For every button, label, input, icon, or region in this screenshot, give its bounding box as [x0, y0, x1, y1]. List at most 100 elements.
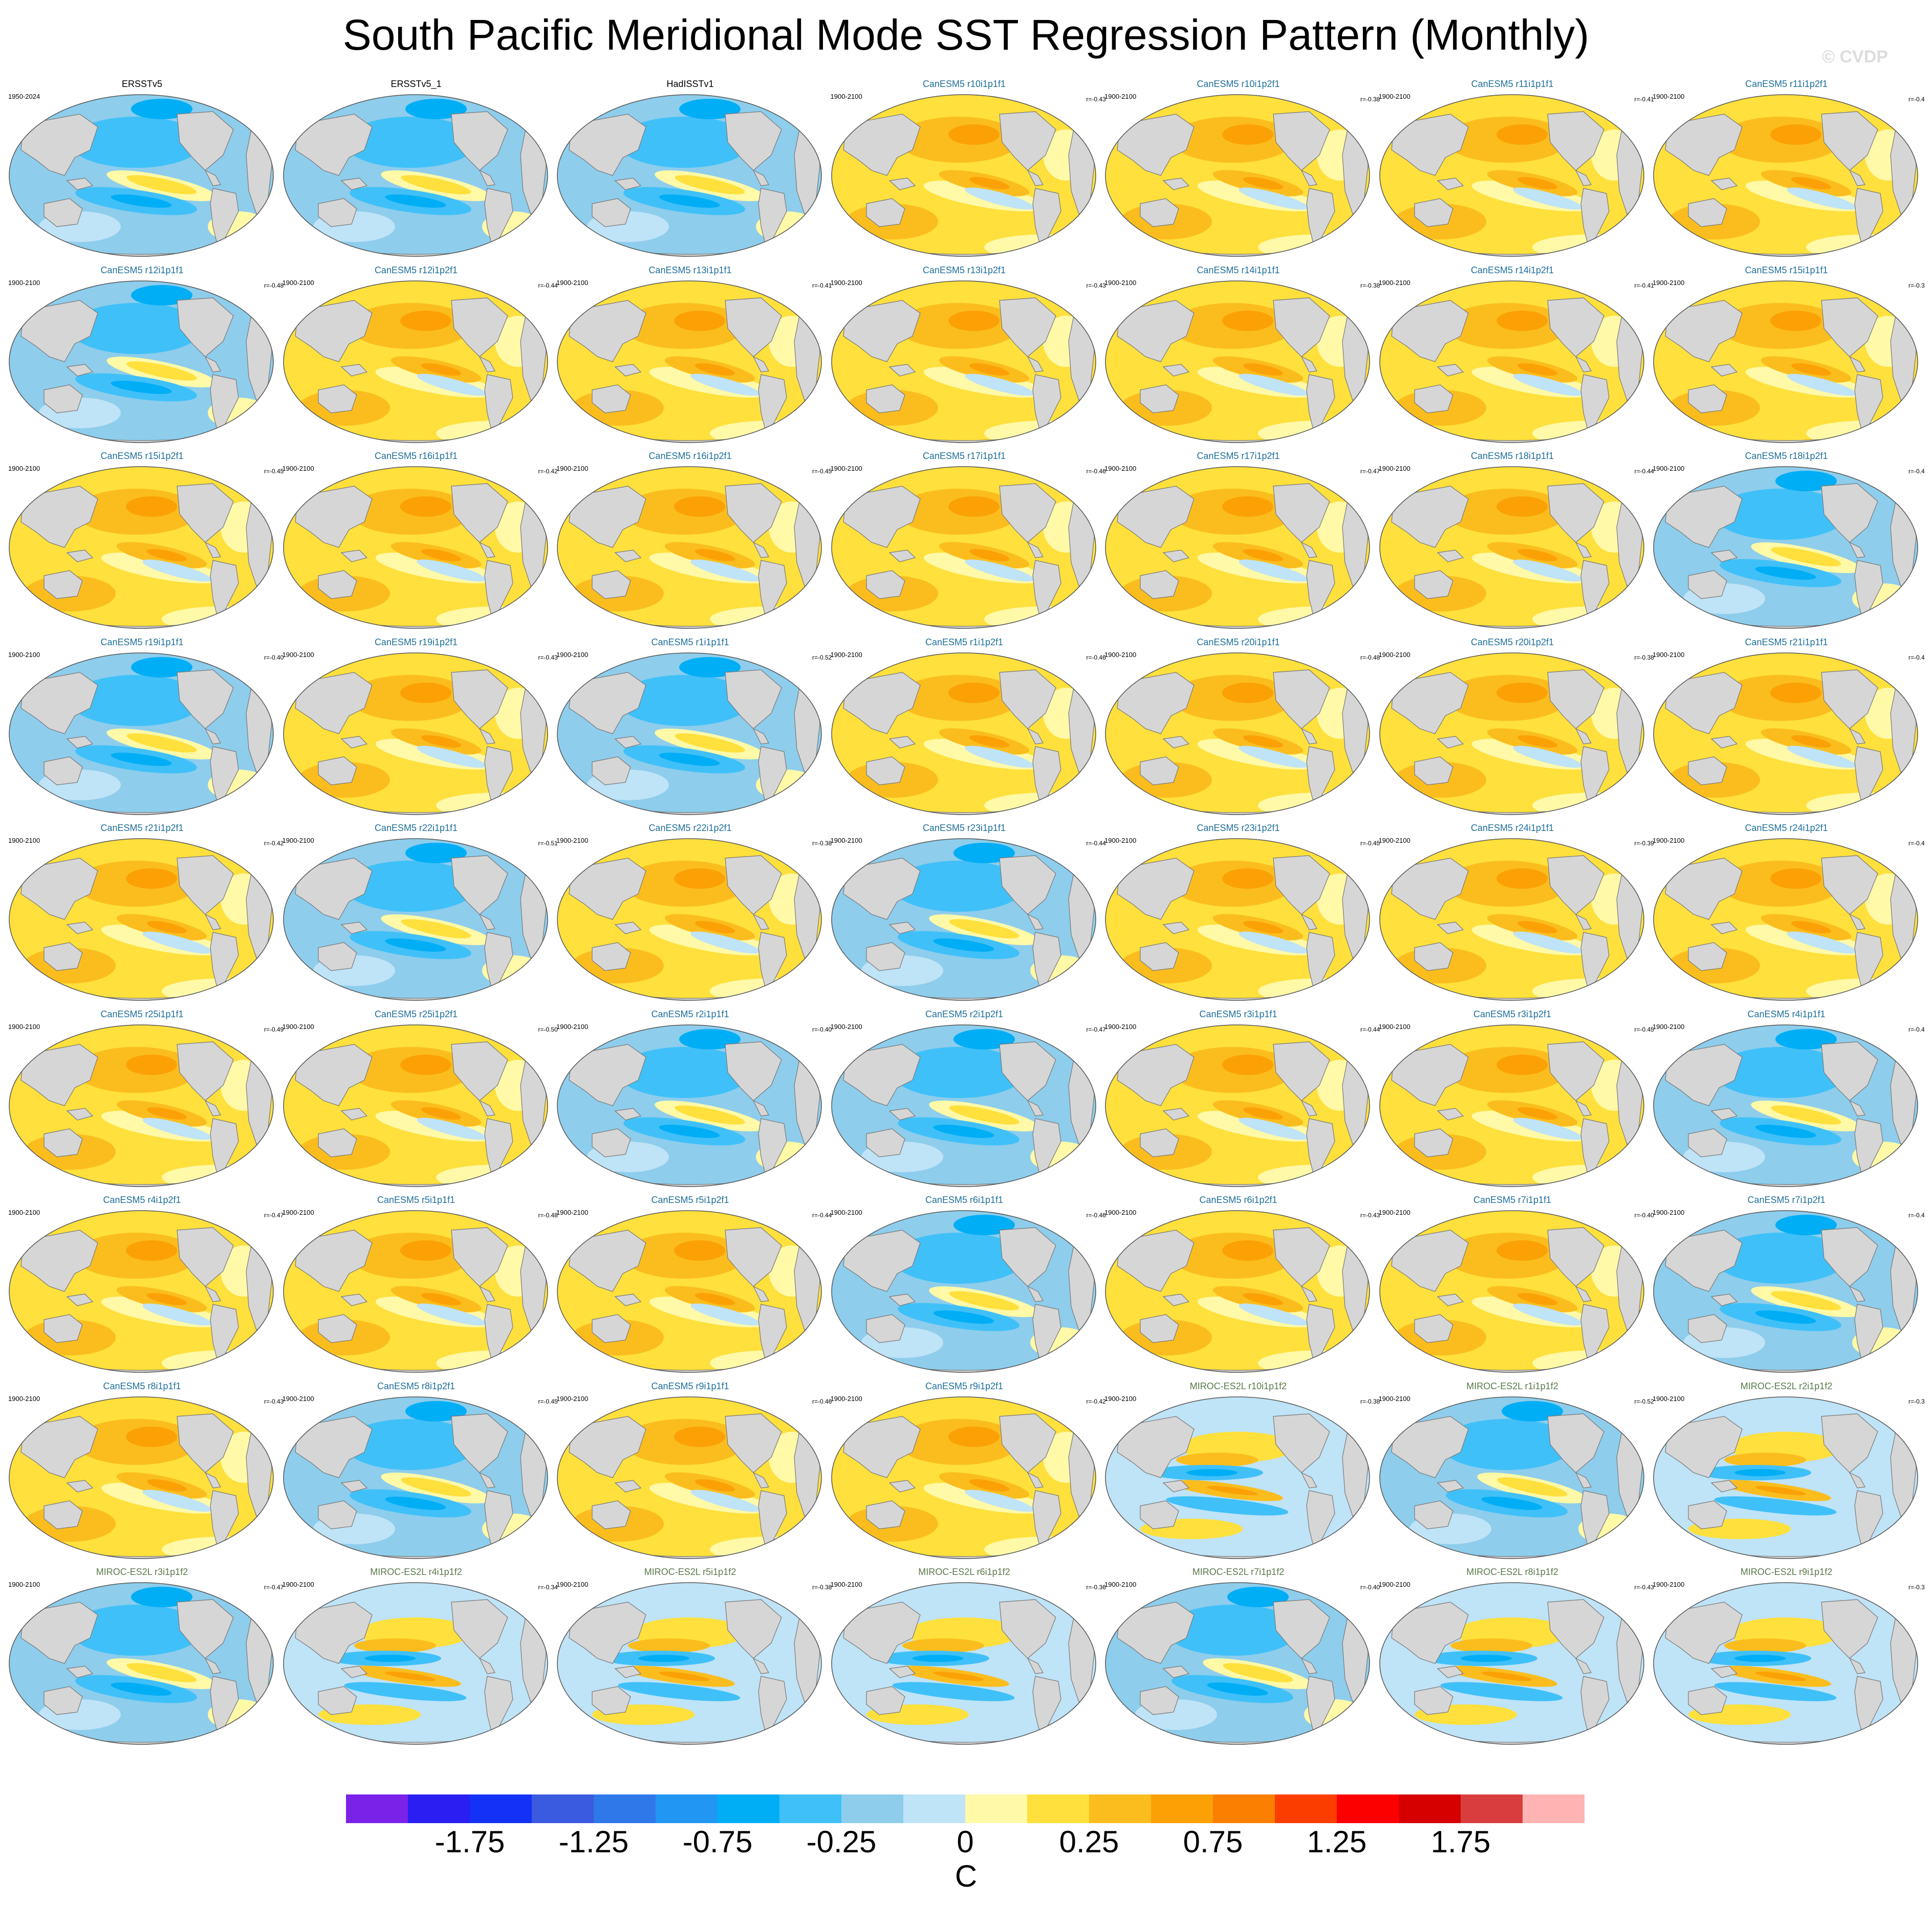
panel-period: 1900-2100 — [556, 1022, 589, 1031]
sst-regression-map — [283, 1396, 548, 1559]
land-mass — [998, 483, 1056, 543]
land-mass — [507, 661, 526, 678]
panel-title: CanESM5 r11i1p1f1 — [1471, 79, 1554, 89]
land-mass — [569, 1602, 646, 1664]
land-mass — [725, 1041, 782, 1101]
land-mass — [592, 384, 631, 413]
panel-title: CanESM5 r12i1p1f1 — [100, 265, 184, 275]
sst-regression-map — [831, 280, 1096, 443]
land-mass — [1162, 363, 1190, 377]
colorbar — [346, 1794, 1584, 1823]
land-mass — [865, 1500, 905, 1529]
land-mass — [1027, 1285, 1044, 1302]
panel-period: 1900-2100 — [1653, 1394, 1685, 1403]
panel-title: CanESM5 r1i1p2f1 — [925, 637, 1004, 647]
land-mass — [177, 483, 234, 543]
land-mass — [294, 114, 373, 176]
land-mass — [1547, 1599, 1604, 1659]
panel-period: 1900-2100 — [282, 465, 314, 472]
land-mass — [569, 1230, 646, 1292]
panel-pattern-correlation: r=-0.45 — [538, 1397, 558, 1405]
panel-pattern-correlation: r=-0.44 — [538, 281, 558, 289]
land-mass — [1547, 297, 1604, 357]
land-mass — [592, 1686, 631, 1715]
land-mass — [1665, 858, 1743, 920]
sst-regression-map — [9, 1210, 274, 1373]
map-panel: CanESM5 r8i1p1f1 1900-2100 r=-0.43 — [4, 1381, 284, 1565]
panel-period: 1900-2100 — [8, 278, 40, 287]
land-mass — [1162, 1479, 1190, 1493]
land-mass — [592, 570, 631, 599]
land-mass — [1300, 1100, 1317, 1116]
land-mass — [725, 111, 782, 171]
panel-period: 1900-2100 — [282, 1209, 314, 1216]
land-mass — [1821, 111, 1878, 171]
panel-title: CanESM5 r2i1p1f1 — [651, 1009, 729, 1019]
land-mass — [317, 1500, 357, 1529]
sst-regression-map — [1653, 1396, 1918, 1559]
colorbar-swatch — [903, 1794, 966, 1823]
sst-regression-map — [1105, 838, 1370, 1001]
land-mass — [998, 1413, 1056, 1473]
land-mass — [1710, 1479, 1738, 1493]
map-panel: CanESM5 r18i1p2f1 1900-2100 r=-0.4 — [1648, 450, 1925, 634]
land-mass — [1300, 1657, 1317, 1674]
land-mass — [317, 1314, 357, 1343]
land-mass — [781, 1405, 800, 1422]
land-mass — [1821, 855, 1878, 915]
cvdp-watermark: © CVDP — [1822, 47, 1888, 67]
land-mass — [1688, 942, 1727, 971]
panel-title: CanESM5 r21i1p1f1 — [1745, 637, 1828, 647]
panel-pattern-correlation: r=-0.38 — [1360, 281, 1380, 289]
land-mass — [66, 922, 94, 934]
land-mass — [450, 483, 508, 543]
sst-regression-map — [1653, 838, 1918, 1001]
panel-pattern-correlation: r=-0.4 — [1908, 1025, 1925, 1033]
panel-pattern-correlation: r=-0.4 — [1908, 468, 1925, 475]
panel-title: CanESM5 r19i1p2f1 — [374, 637, 458, 647]
colorbar-swatch — [346, 1794, 408, 1823]
land-mass — [1437, 1107, 1464, 1121]
land-mass — [1391, 114, 1469, 176]
land-mass — [1710, 363, 1738, 377]
map-panel: CanESM5 r17i1p2f1 1900-2100 r=-0.47 — [1100, 450, 1380, 634]
panel-period: 1900-2100 — [556, 1581, 589, 1588]
colorbar-swatch — [1337, 1794, 1399, 1823]
land-mass — [1027, 541, 1044, 558]
land-mass — [1547, 483, 1604, 543]
land-mass — [888, 363, 916, 377]
land-mass — [1821, 297, 1878, 357]
land-mass — [1117, 114, 1195, 176]
panel-period: 1900-2100 — [830, 278, 862, 287]
panel-pattern-correlation: r=-0.47 — [1086, 1025, 1106, 1033]
map-panel: CanESM5 r24i1p1f1 1900-2100 r=-0.39 — [1375, 822, 1654, 1006]
panel-title: CanESM5 r3i1p1f1 — [1199, 1009, 1277, 1019]
land-mass — [842, 486, 921, 548]
panel-title: CanESM5 r10i1p2f1 — [1197, 79, 1280, 89]
panel-pattern-correlation: r=-0.42 — [538, 468, 558, 475]
panel-title: CanESM5 r16i1p1f1 — [374, 451, 458, 461]
land-mass — [1414, 756, 1453, 785]
land-mass — [479, 913, 495, 930]
land-mass — [592, 1128, 631, 1157]
map-panel: CanESM5 r16i1p1f1 1900-2100 r=-0.42 — [278, 450, 558, 634]
colorbar-swatch — [841, 1794, 904, 1823]
land-mass — [614, 735, 642, 749]
panel-title: CanESM5 r11i1p2f1 — [1745, 79, 1828, 89]
land-mass — [888, 178, 916, 190]
panel-pattern-correlation: r=-0.38 — [1360, 1397, 1380, 1405]
land-mass — [1849, 913, 1865, 930]
sst-regression-map — [9, 1396, 274, 1559]
land-mass — [1055, 475, 1074, 492]
land-mass — [1300, 728, 1317, 745]
panel-period: 1900-2100 — [556, 650, 589, 659]
panel-title: CanESM5 r7i1p2f1 — [1747, 1195, 1826, 1205]
map-panel: MIROC-ES2L r2i1p1f2 1900-2100 r=-0.3 — [1648, 1381, 1925, 1565]
land-mass — [888, 922, 916, 934]
land-mass — [614, 922, 642, 934]
panel-period: 1900-2100 — [1378, 1209, 1410, 1216]
land-mass — [1027, 1657, 1044, 1674]
colorbar-swatch — [656, 1794, 718, 1823]
sst-regression-map — [1105, 94, 1370, 257]
map-panel: CanESM5 r16i1p2f1 1900-2100 r=-0.45 — [552, 450, 832, 634]
